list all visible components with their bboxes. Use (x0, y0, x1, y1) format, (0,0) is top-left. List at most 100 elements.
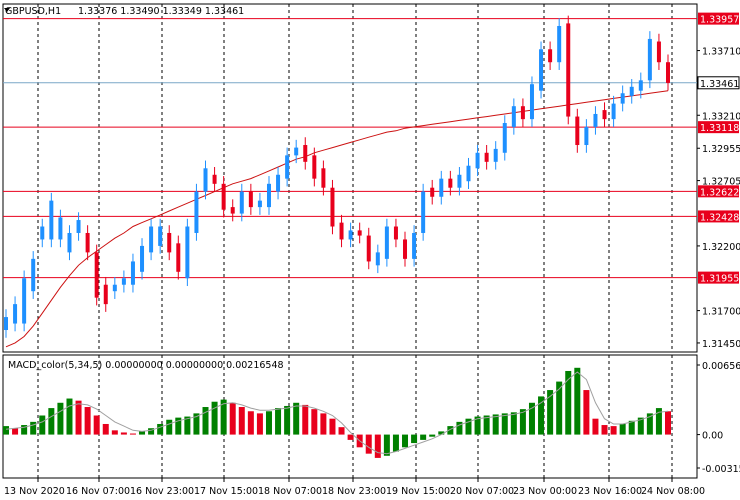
candle-body (67, 232, 72, 253)
candle-body (575, 116, 580, 146)
y-tick-label: 1.31450 (702, 339, 740, 350)
macd-bar (102, 423, 109, 435)
x-tick-label: 18 Nov 07:00 (258, 486, 322, 497)
macd-histogram: 0.0065637 0.00 -0.003152 (3, 361, 740, 475)
price-level-label: 1.32428 (700, 212, 739, 223)
candle-body (348, 230, 353, 240)
macd-bar (21, 425, 28, 435)
candle-body (629, 86, 634, 96)
candle-body (611, 103, 616, 120)
y-tick-label: 1.31700 (702, 307, 740, 318)
candle-body (620, 93, 625, 104)
candle-body (666, 62, 670, 83)
macd-bar (329, 418, 336, 435)
macd-bar (456, 421, 463, 435)
candle-body (339, 222, 344, 240)
macd-bar (510, 412, 517, 435)
candle-body (121, 278, 126, 285)
macd-bar (374, 434, 381, 458)
candle-body (176, 243, 181, 272)
macd-bar (365, 434, 372, 454)
macd-bar (93, 415, 100, 435)
macd-bar (411, 434, 418, 444)
macd-bar (655, 408, 662, 435)
macd-bar (302, 404, 309, 435)
candle-body (194, 191, 199, 233)
macd-label: MACD_color(5,34,5) 0.00000000 0.00000000… (8, 360, 284, 371)
macd-bar (229, 402, 236, 435)
collapse-triangle-icon (4, 8, 10, 12)
macd-bar (238, 407, 245, 435)
macd-bar (148, 428, 155, 435)
macd-panel-border (2, 354, 698, 479)
current-price-label: 1.33461 (700, 79, 739, 90)
candle-body (4, 317, 8, 331)
macd-bar (111, 430, 118, 435)
macd-bar (492, 414, 499, 435)
candle-body (493, 148, 498, 162)
candle-body (94, 252, 99, 298)
candle-body (221, 183, 226, 210)
macd-y-tick-label: 0.00 (702, 431, 723, 442)
macd-bar (39, 415, 46, 435)
macd-bar (574, 367, 581, 435)
y-tick-label: 1.32955 (702, 144, 740, 155)
main-panel-border (2, 3, 698, 353)
macd-bar (338, 427, 345, 435)
candle-body (412, 232, 417, 259)
candle-body (203, 168, 208, 192)
macd-bar (202, 407, 209, 435)
macd-bar (474, 416, 481, 435)
macd-bar (311, 409, 318, 435)
x-tick-label: 17 Nov 15:00 (194, 486, 258, 497)
price-level-badge (698, 12, 739, 25)
macd-bar (256, 413, 263, 435)
macd-bar (447, 426, 454, 435)
macd-bar (166, 419, 173, 435)
price-level-label: 1.32622 (700, 187, 739, 198)
macd-bar (120, 432, 127, 435)
macd-bar (420, 434, 427, 440)
price-level-badge (698, 271, 739, 284)
candle-body (40, 226, 45, 240)
moving-average (5, 90, 669, 348)
candle-body (593, 113, 598, 127)
candle-body (393, 226, 398, 240)
macd-bar (75, 400, 82, 435)
candlesticks (4, 15, 670, 338)
macd-bar (193, 413, 200, 435)
macd-bar (501, 413, 508, 435)
candle-body (158, 226, 163, 246)
horizontal-levels[interactable]: 1.33957 1.33118 1.32622 1.32428 1.31955 1.334… (3, 12, 740, 285)
macd-bar (275, 408, 282, 435)
candle-body (49, 200, 54, 240)
macd-bar (665, 411, 671, 435)
candle-body (22, 278, 27, 324)
candle-body (511, 106, 516, 127)
x-tick-label: 18 Nov 23:00 (322, 486, 386, 497)
x-tick-label: 24 Nov 08:00 (641, 486, 705, 497)
macd-bar (211, 401, 218, 435)
candle-body (212, 174, 217, 184)
grid-lines (37, 4, 673, 478)
macd-bar (347, 434, 354, 440)
candle-body (520, 106, 525, 120)
macd-bar (392, 434, 399, 452)
candle-body (403, 239, 408, 259)
macd-bar (66, 398, 73, 435)
candle-body (357, 230, 362, 236)
macd-bar (583, 390, 590, 435)
macd-bar (320, 413, 327, 435)
price-level-label: 1.31955 (700, 274, 739, 285)
candle-body (294, 147, 299, 156)
price-axis: 1.33710 1.33210 1.32955 1.32705 1.32200 1.317… (697, 47, 740, 350)
macd-bar (438, 431, 445, 435)
candle-body (548, 49, 553, 63)
macd-bar (84, 407, 91, 435)
macd-bar (565, 370, 572, 435)
candle-body (448, 178, 453, 188)
macd-bar (265, 411, 272, 435)
chart-symbol: GBPUSD,H1 (5, 6, 61, 17)
